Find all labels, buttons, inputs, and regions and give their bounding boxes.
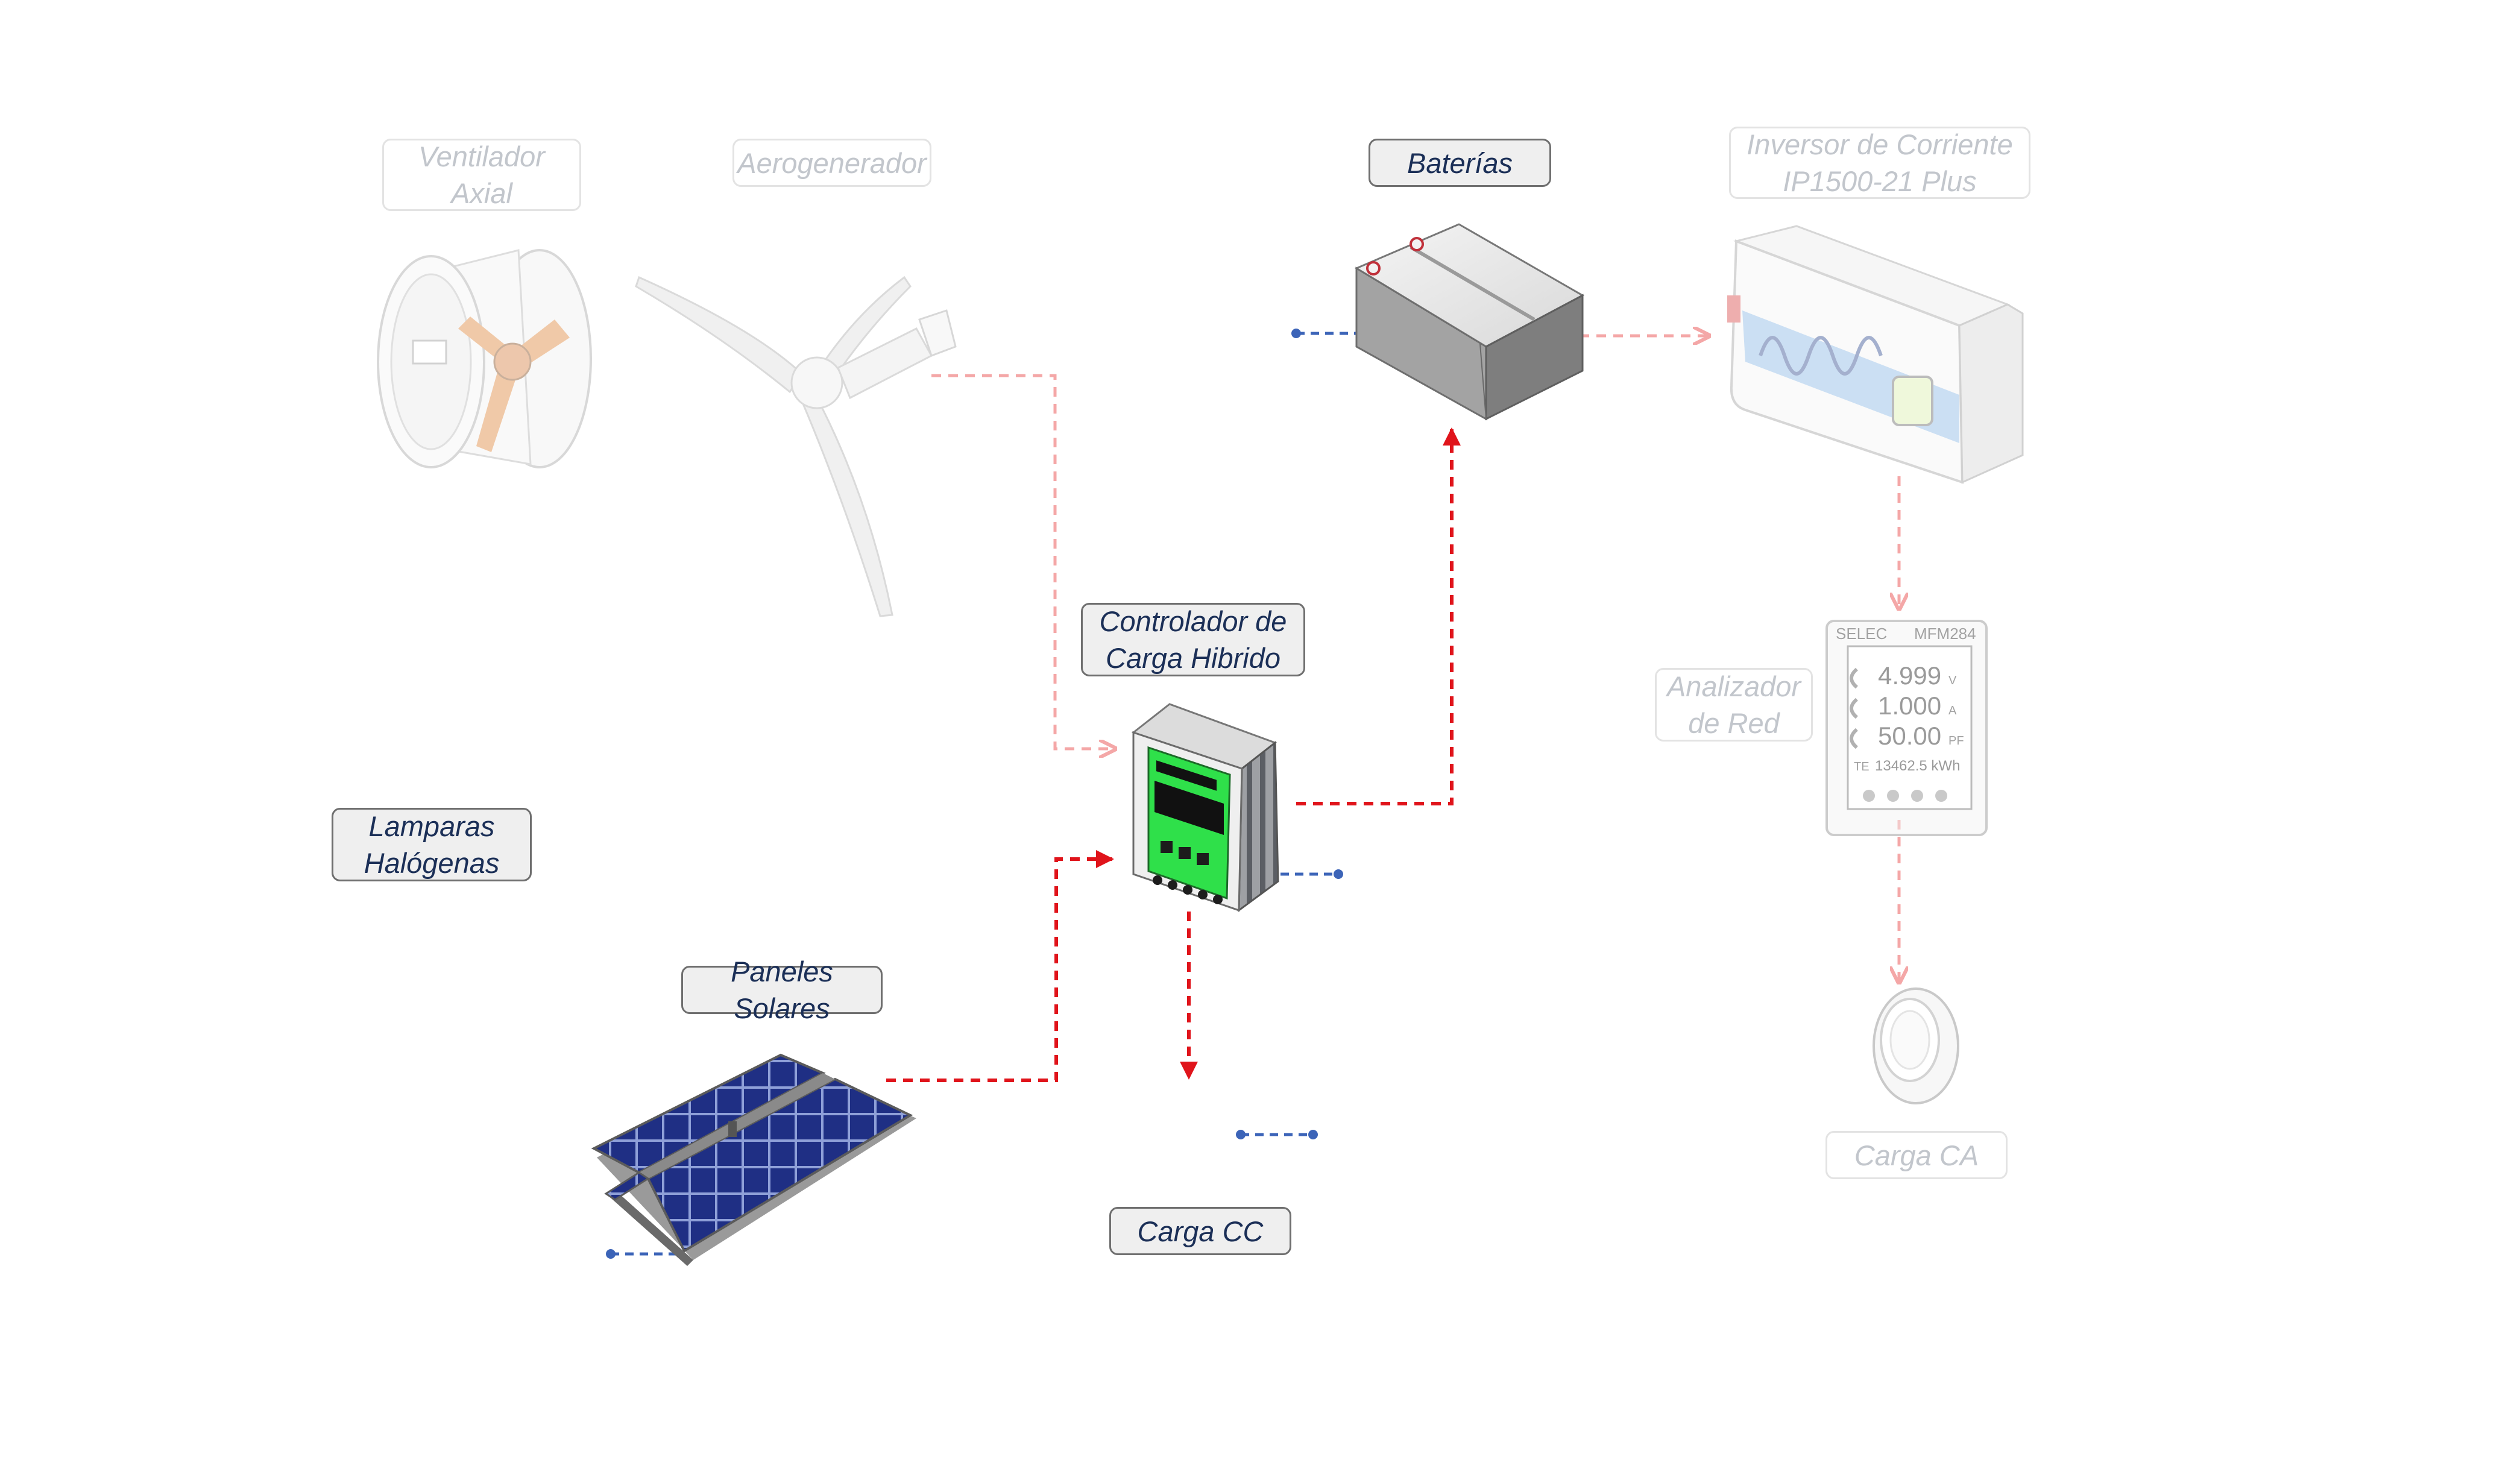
meter-reading-1: 4.999	[1878, 661, 1941, 690]
meter-energy-prefix: TE	[1854, 760, 1870, 773]
faded-connections	[931, 336, 1899, 983]
label-analizador-red: Analizador de Red	[1655, 668, 1813, 742]
label-carga-ca-text: Carga CA	[1854, 1139, 1979, 1171]
charge-controller-image	[1131, 703, 1279, 913]
meter-brand-text: SELEC	[1836, 625, 1887, 643]
label-inversor: Inversor de Corriente IP1500-21 Plus	[1729, 127, 2030, 199]
wind-to-controller-line	[931, 374, 1115, 749]
label-carga-cc-text: Carga CC	[1137, 1215, 1264, 1247]
label-carga-cc: Carga CC	[1109, 1207, 1291, 1255]
meter-unit-3: PF	[1948, 734, 1964, 748]
ca-load-lamp-image	[1873, 987, 1959, 1104]
label-controlador: Controlador de Carga Hibrido	[1081, 603, 1305, 676]
label-aerogenerador-text: Aerogenerador	[737, 146, 927, 179]
label-baterias: Baterías	[1369, 139, 1551, 187]
label-controlador-line2: Carga Hibrido	[1106, 642, 1280, 674]
axial-fan-image	[377, 249, 592, 468]
meter-unit-1: V	[1948, 674, 1957, 687]
meter-energy-reading: 13462.5 kWh	[1875, 758, 1960, 774]
label-ventilador-line2: Axial	[451, 177, 512, 209]
meter-reading-2: 1.000	[1878, 691, 1941, 720]
label-ventilador-axial: Ventilador Axial	[382, 139, 581, 211]
label-inversor-line1: Inversor de Corriente	[1747, 128, 2013, 160]
label-inversor-line2: IP1500-21 Plus	[1783, 165, 1977, 197]
label-paneles-solares: Paneles Solares	[681, 956, 883, 1024]
label-carga-ca: Carga CA	[1825, 1131, 2008, 1179]
wind-turbine-image	[635, 276, 957, 617]
meter-model-text: MFM284	[1914, 625, 1976, 643]
label-baterias-text: Baterías	[1406, 146, 1513, 179]
label-analizador-line1: Analizador	[1666, 670, 1801, 702]
label-lamparas-line1: Lamparas	[368, 810, 495, 842]
network-analyzer-image: SELEC MFM284 4.999 V 1.000 A 50.00 PF TE…	[1825, 620, 1988, 836]
meter-unit-2: A	[1948, 704, 1957, 717]
battery-image	[1354, 223, 1585, 421]
solar-panels-image	[591, 1053, 916, 1266]
label-aerogenerador: Aerogenerador	[732, 139, 931, 187]
solar-to-controller-line	[886, 850, 1114, 1082]
label-lamparas-halogenas: Lamparas Halógenas	[332, 808, 532, 881]
active-connections	[886, 427, 1461, 1082]
label-lamparas-line2: Halógenas	[364, 847, 500, 879]
meter-reading-3: 50.00	[1878, 722, 1941, 750]
label-controlador-line1: Controlador de	[1099, 605, 1287, 637]
controller-to-battery-line	[1296, 427, 1461, 805]
inverter-image	[1727, 225, 2024, 484]
label-ventilador-line1: Ventilador	[418, 140, 545, 172]
label-analizador-line2: de Red	[1688, 707, 1780, 739]
label-paneles-text: Paneles Solares	[731, 956, 833, 1024]
